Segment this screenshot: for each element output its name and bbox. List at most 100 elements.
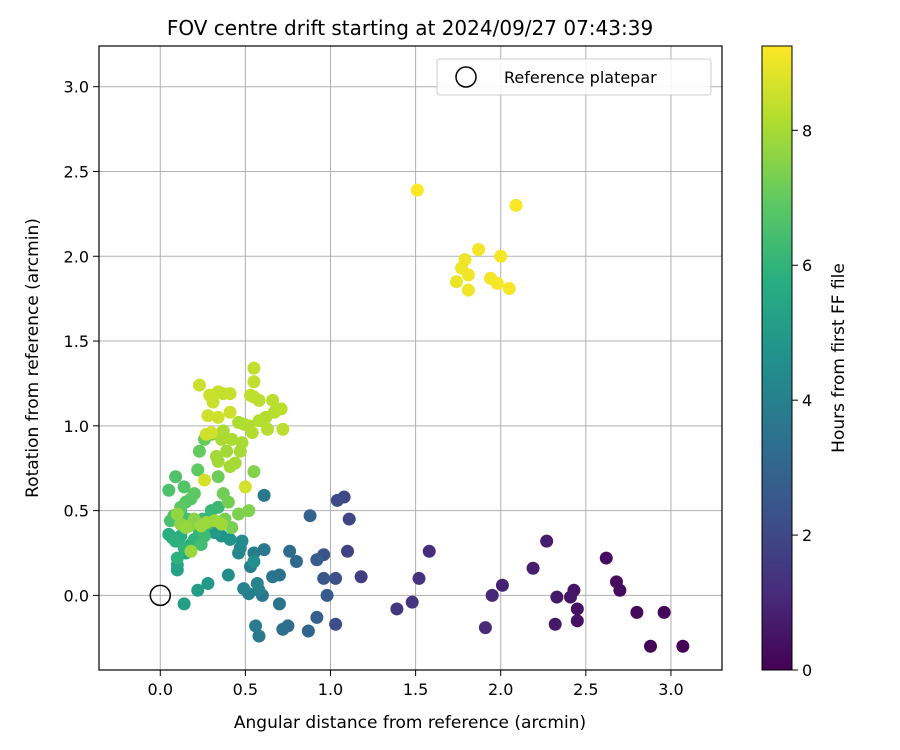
data-point [235,534,249,548]
data-point [301,624,315,638]
x-tick-label: 2.0 [488,680,513,699]
data-point [461,283,475,297]
reference-marker [149,584,172,607]
colorbar-tick-label: 2 [802,526,812,545]
data-point [203,388,217,402]
data-point [177,597,191,611]
data-point [342,512,356,526]
data-point [261,422,275,436]
data-point [247,554,261,568]
data-point [201,409,215,423]
data-points [162,183,690,653]
colorbar: 0 2 4 6 8 Hours from first FF file [761,45,849,680]
data-point [494,249,508,263]
data-point [257,543,271,557]
data-point [232,507,246,521]
data-point [509,198,523,212]
data-point [247,375,261,389]
data-point [228,456,242,470]
data-point [599,551,613,565]
x-tick-label: 0.5 [233,680,258,699]
colorbar-gradient [761,45,793,671]
data-point [274,402,288,416]
data-point [250,577,264,591]
x-axis: 0.0 0.5 1.0 1.5 2.0 2.5 3.0 [148,670,684,699]
plot-frame [98,45,723,671]
data-point [330,493,344,507]
colorbar-tick-label: 8 [802,121,812,140]
data-point [216,424,230,438]
legend: Reference platepar [436,58,712,96]
data-point [223,405,237,419]
data-point [303,509,317,523]
data-point [390,602,404,616]
y-axis-label: Rotation from reference (arcmin) [23,218,43,498]
data-point [548,617,562,631]
data-point [405,595,419,609]
data-point [257,488,271,502]
data-point [225,432,239,446]
data-point [564,590,578,604]
data-point [201,577,215,591]
data-point [276,422,290,436]
data-point [162,483,176,497]
y-tick-label: 0.0 [64,586,89,605]
data-point [191,463,205,477]
data-point [198,473,212,487]
data-point [199,427,213,441]
data-point [490,276,504,290]
data-point [570,602,584,616]
data-point [410,183,424,197]
data-point [242,504,256,518]
data-point [461,268,475,282]
data-point [215,517,229,531]
data-point [211,470,225,484]
data-point [354,570,368,584]
data-point [329,571,343,585]
data-point [472,242,486,256]
colorbar-tick-label: 4 [802,391,812,410]
x-tick-label: 3.0 [658,680,683,699]
data-point [310,610,324,624]
data-point [249,619,263,633]
data-point [540,534,554,548]
data-point [329,617,343,631]
data-point [266,570,280,584]
data-point [221,568,235,582]
data-point [283,544,297,558]
data-point [310,553,324,567]
data-point [478,621,492,635]
colorbar-label: Hours from first FF file [829,263,849,453]
x-axis-label: Angular distance from reference (arcmin) [234,713,586,733]
colorbar-tick-label: 0 [802,661,812,680]
data-point [609,575,623,589]
data-point [191,583,205,597]
data-point [209,449,223,463]
data-point [495,578,509,592]
y-tick-label: 2.5 [64,162,89,181]
data-point [412,571,426,585]
data-point [194,538,208,552]
data-point [252,629,266,643]
colorbar-tick-label: 6 [802,256,812,275]
data-point [458,253,472,267]
legend-label: Reference platepar [504,68,657,87]
data-point [170,551,184,565]
data-point [179,521,193,535]
data-point [247,465,261,479]
data-point [211,410,225,424]
data-point [243,388,257,402]
data-point [449,275,463,289]
data-point [502,281,516,295]
data-point [211,500,225,514]
data-point [247,361,261,375]
data-point [550,590,564,604]
data-point [570,614,584,628]
data-point [276,622,290,636]
data-point [644,639,658,653]
colorbar-ticks: 0 2 4 6 8 [792,121,812,680]
data-point [422,544,436,558]
data-point [238,480,252,494]
data-point [676,639,690,653]
